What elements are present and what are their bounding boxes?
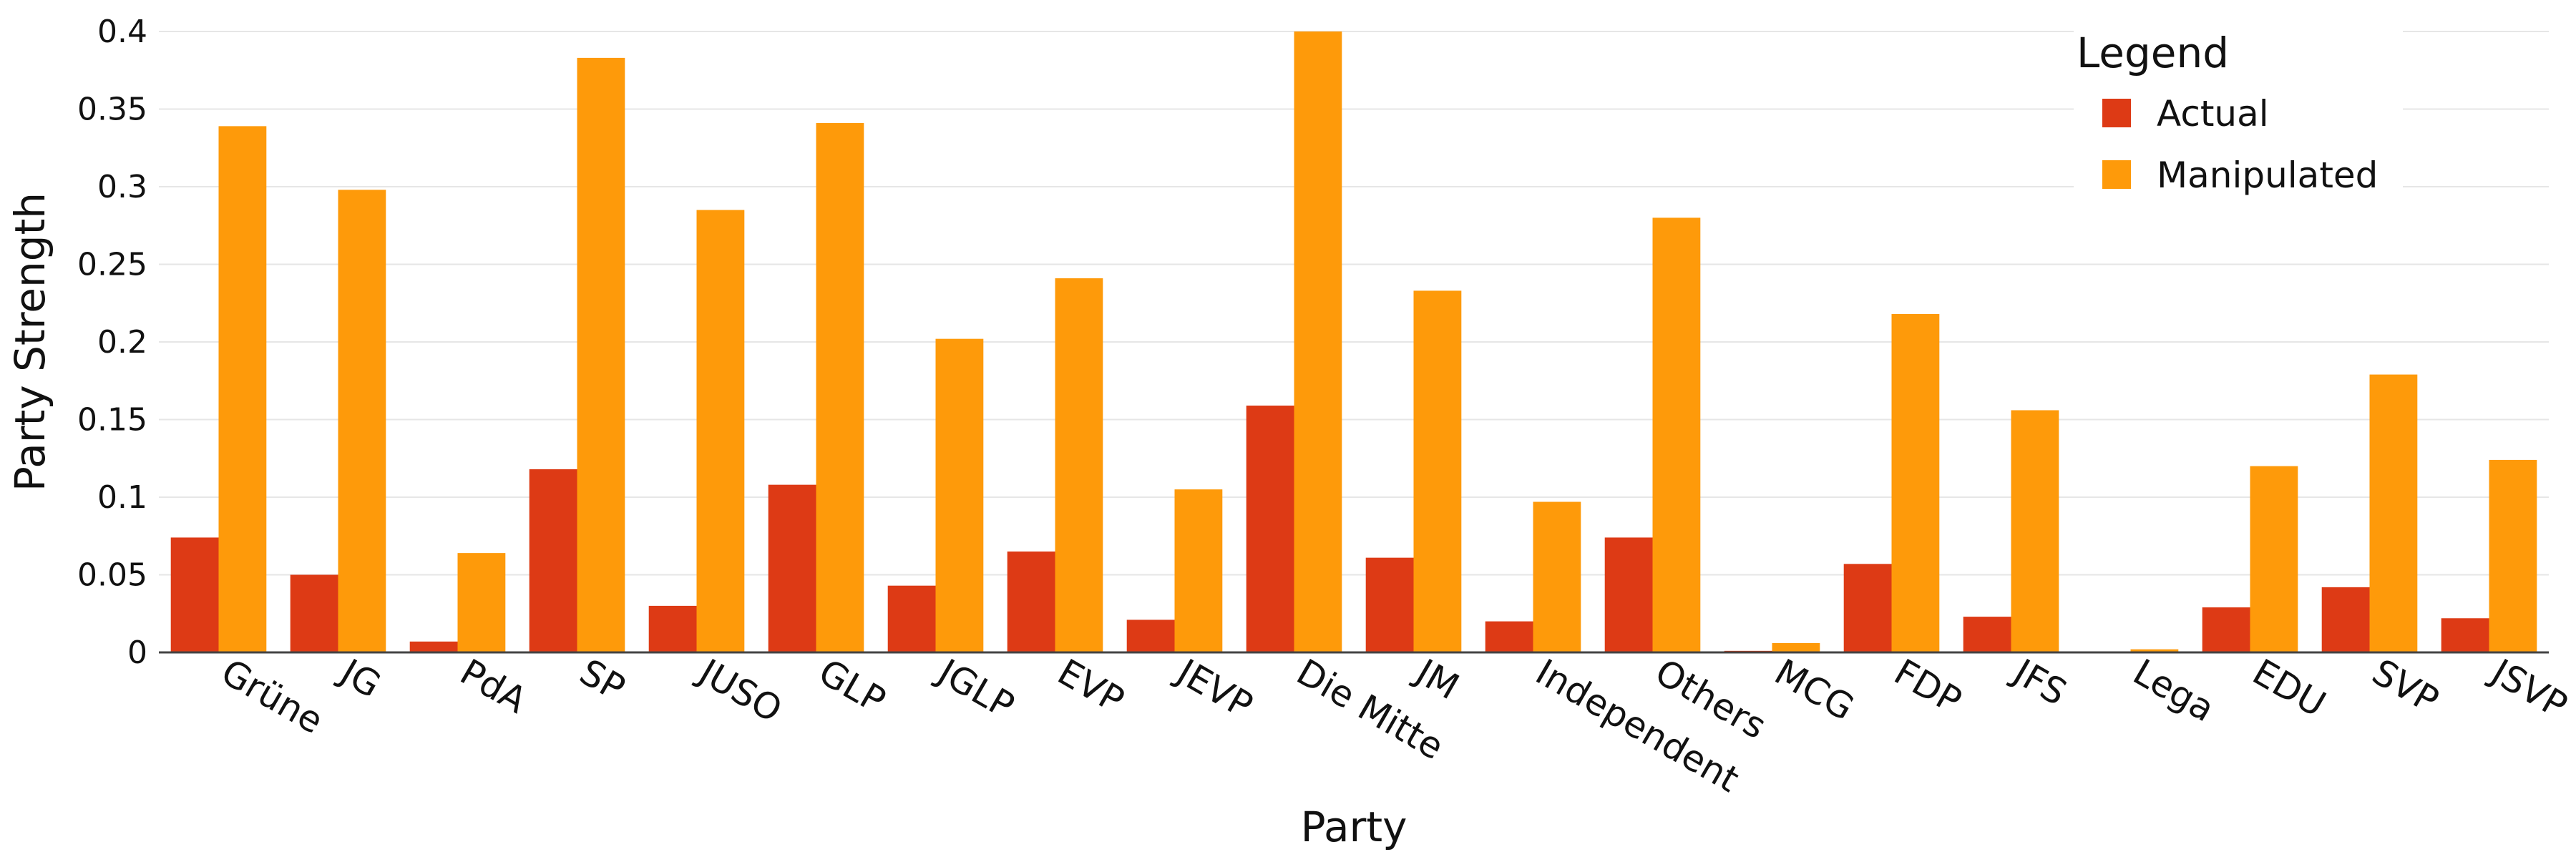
bar-actual-19	[2441, 618, 2489, 652]
x-tick-label: JM	[1407, 650, 1466, 708]
bar-actual-8	[1126, 619, 1175, 652]
y-tick-label: 0	[127, 635, 147, 671]
legend-items: Actual Manipulated	[2102, 93, 2378, 196]
bar-manipulated-1	[338, 190, 386, 653]
bar-manipulated-2	[457, 553, 506, 652]
legend-swatch-actual	[2102, 99, 2131, 127]
x-tick-label: Independent	[1529, 651, 1746, 800]
bar-manipulated-3	[577, 57, 625, 652]
y-axis-title: Party Strength	[6, 192, 54, 491]
x-tick-label: SP	[573, 651, 633, 709]
bar-manipulated-11	[1533, 501, 1581, 652]
y-tick-label: 0.1	[97, 479, 147, 516]
y-tick-label: 0.25	[77, 247, 147, 283]
y-tick-label: 0.3	[97, 169, 147, 205]
bar-manipulated-16	[2130, 649, 2179, 652]
bar-manipulated-12	[1652, 217, 1701, 652]
bar-manipulated-19	[2489, 459, 2537, 652]
y-tick-label: 0.05	[77, 557, 147, 594]
x-tick-label: EDU	[2246, 651, 2333, 725]
bar-manipulated-9	[1294, 31, 1342, 652]
bar-actual-5	[768, 484, 816, 652]
bar-manipulated-14	[1891, 313, 1940, 652]
bar-actual-14	[1843, 564, 1892, 652]
x-tick-label: JUSO	[691, 650, 789, 731]
bars	[170, 31, 2537, 653]
y-tick-label: 0.35	[77, 92, 147, 128]
x-tick-label: MCG	[1768, 651, 1861, 729]
bar-actual-0	[170, 537, 219, 652]
legend-label-manipulated: Manipulated	[2157, 155, 2378, 196]
bar-actual-2	[409, 641, 458, 652]
x-tick-label: Lega	[2127, 651, 2222, 730]
bar-actual-15	[1963, 617, 2011, 652]
x-tick-label: PdA	[454, 651, 534, 721]
x-tick-label: JEVP	[1169, 650, 1259, 727]
x-tick-label: JFS	[2005, 650, 2074, 714]
bar-actual-10	[1365, 557, 1414, 652]
bar-actual-17	[2202, 607, 2250, 652]
bar-actual-3	[529, 469, 577, 652]
bar-manipulated-18	[2369, 374, 2418, 652]
legend-title: Legend	[2077, 29, 2229, 77]
bar-manipulated-4	[696, 210, 745, 652]
y-tick-label: 0.15	[77, 402, 147, 439]
x-tick-label: FDP	[1888, 651, 1968, 722]
bar-manipulated-17	[2250, 466, 2298, 652]
x-tick-label: GLP	[812, 651, 893, 722]
x-tick-label: JG	[332, 650, 388, 706]
bar-manipulated-5	[816, 123, 864, 652]
x-tick-label: Grüne	[215, 651, 331, 742]
x-tick-label: JGLP	[930, 650, 1021, 727]
bar-actual-7	[1007, 551, 1055, 652]
bar-manipulated-13	[1772, 642, 1820, 652]
bar-actual-6	[887, 585, 936, 652]
bar-manipulated-0	[218, 126, 267, 652]
bar-actual-1	[290, 574, 338, 652]
bar-actual-11	[1485, 621, 1533, 652]
legend-swatch-manipulated	[2102, 160, 2131, 189]
bar-actual-12	[1604, 537, 1653, 652]
bar-manipulated-7	[1055, 278, 1103, 652]
bar-manipulated-6	[935, 338, 984, 652]
bar-manipulated-15	[2011, 410, 2059, 652]
y-tick-label: 0.2	[97, 324, 147, 361]
x-tick-label: JSVP	[2483, 650, 2575, 727]
legend-label-actual: Actual	[2157, 93, 2269, 134]
bar-actual-18	[2321, 587, 2370, 652]
x-tick-labels: Grüne JG PdA SP JUSO GLP JGLP EVP JEVP Die MitteJ…	[215, 650, 2575, 800]
x-axis-title: Party	[1301, 803, 1407, 851]
bar-actual-9	[1246, 405, 1294, 652]
x-tick-label: EVP	[1051, 651, 1131, 721]
y-tick-label: 0.4	[97, 14, 147, 50]
bar-actual-4	[648, 605, 697, 652]
legend: Legend Actual Manipulated	[2074, 21, 2403, 196]
y-tick-labels: 0 0.05 0.1 0.15 0.2 0.25 0.3 0.35 0.4	[77, 14, 147, 671]
x-tick-label: SVP	[2366, 651, 2446, 721]
bar-manipulated-10	[1413, 290, 1462, 652]
bar-manipulated-8	[1174, 489, 1223, 652]
